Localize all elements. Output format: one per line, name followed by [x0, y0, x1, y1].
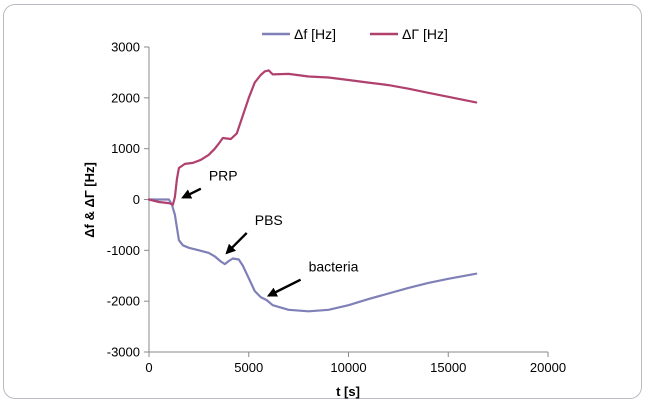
annotations: PRP PBS bacteria	[181, 168, 359, 297]
legend-label: ΔΓ [Hz]	[402, 26, 448, 42]
legend-label: Δf [Hz]	[294, 26, 336, 42]
series-line-delta-f	[147, 198, 478, 313]
x-tick-label: 10000	[330, 360, 366, 375]
annotation-arrow	[181, 187, 202, 199]
x-tick-label: 15000	[430, 360, 466, 375]
annotation-arrow	[225, 232, 248, 255]
x-tick-label: 0	[145, 360, 152, 375]
annotation-arrow	[266, 278, 302, 297]
y-tick-label: 3000	[111, 40, 140, 55]
y-tick-label: 0	[133, 192, 140, 207]
y-tick-label: -2000	[107, 294, 140, 309]
annotation-label: bacteria	[309, 259, 359, 275]
x-tick-label: 20000	[530, 360, 566, 375]
series-line-delta-gamma	[147, 69, 478, 206]
y-tick-label: 2000	[111, 90, 140, 105]
y-tick-label: -3000	[107, 345, 140, 360]
x-axis-title: t [s]	[336, 384, 360, 399]
plot-area	[147, 69, 478, 313]
y-tick-label: -1000	[107, 243, 140, 258]
y-tick-label: 1000	[111, 141, 140, 156]
legend: Δf [Hz] ΔΓ [Hz]	[262, 26, 448, 42]
chart-frame	[3, 4, 642, 399]
axes: -3000 -2000 -1000 0 1000 2000 3000 0 5000 10000 15…	[107, 40, 566, 376]
y-axis-title: Δf & ΔΓ [Hz]	[82, 162, 97, 238]
annotation-label: PBS	[255, 212, 283, 228]
annotation-label: PRP	[209, 168, 238, 184]
x-tick-label: 5000	[234, 360, 263, 375]
